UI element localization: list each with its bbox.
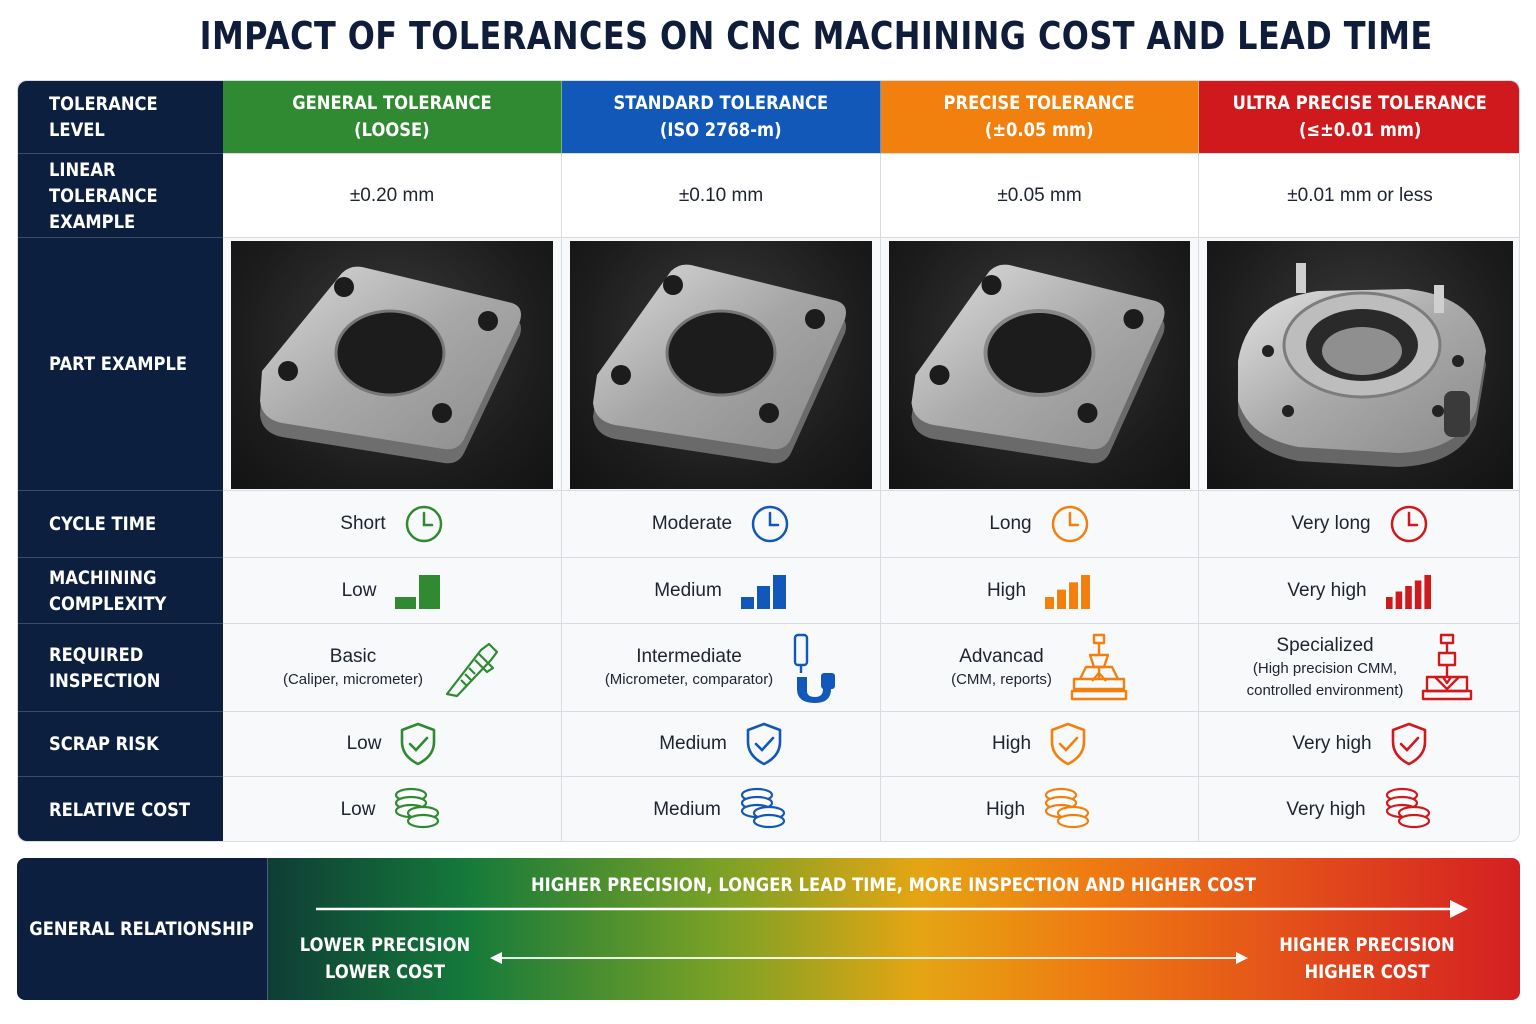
column-header-ultra: ULTRA PRECISE TOLERANCE (≤±0.01 mm) [1199,81,1519,154]
inspection-general: Basic (Caliper, micrometer) [223,624,562,712]
scrap-precise: High [881,712,1199,777]
row-header-tolerance-level: TOLERANCE LEVEL [18,81,223,154]
relationship-heading: GENERAL RELATIONSHIP [17,858,268,1000]
column-header-precise: PRECISE TOLERANCE (±0.05 mm) [881,81,1199,154]
row-header-machining-complexity: MACHINING COMPLEXITY [18,558,223,624]
clock-icon [750,504,790,544]
column-header-standard: STANDARD TOLERANCE (ISO 2768-m) [562,81,881,154]
coin-stack-icon [393,787,443,833]
cycle-standard: Moderate [562,491,881,558]
tolerance-comparison-table: TOLERANCE LEVEL GENERAL TOLERANCE (LOOSE) … [17,80,1520,842]
scrap-general: Low [223,712,562,777]
part-photo-precise [881,238,1199,491]
cmm-icon [1070,633,1128,703]
coin-stack-icon [1384,787,1434,833]
lower-precision-label: LOWER PRECISION LOWER COST [299,934,471,983]
row-header-relative-cost: RELATIVE COST [18,777,223,841]
complex-housing-image [1238,263,1486,467]
shield-check-icon [399,722,437,766]
flange-plate-image [593,264,846,464]
row-header-cycle-time: CYCLE TIME [18,491,223,558]
signal-bars-icon [1044,573,1092,609]
linear-precise: ±0.05 mm [881,154,1199,238]
cmm-icon [1421,633,1473,703]
cycle-precise: Long [881,491,1199,558]
cost-general: Low [223,777,562,841]
shield-check-icon [1049,722,1087,766]
cost-precise: High [881,777,1199,841]
row-header-part-example: PART EXAMPLE [18,238,223,491]
part-photo-general [223,238,562,491]
column-header-general: GENERAL TOLERANCE (LOOSE) [223,81,562,154]
row-header-linear-example: LINEAR TOLERANCE EXAMPLE [18,154,223,238]
clock-icon [1050,504,1090,544]
caliper-icon [441,638,501,698]
relationship-summary: HIGHER PRECISION, LONGER LEAD TIME, MORE… [531,874,1257,896]
part-photo-standard [562,238,881,491]
coin-stack-icon [1043,787,1093,833]
scrap-standard: Medium [562,712,881,777]
cost-ultra: Very high [1199,777,1519,841]
signal-bars-icon [1385,573,1433,609]
higher-precision-label: HIGHER PRECISION HIGHER COST [1279,934,1455,983]
signal-bars-icon [740,573,788,609]
shield-check-icon [1390,722,1428,766]
complexity-standard: Medium [562,558,881,624]
signal-bars-icon [394,573,442,609]
coin-stack-icon [739,787,789,833]
clock-icon [404,504,444,544]
double-arrow-icon [490,952,1248,964]
cycle-ultra: Very long [1199,491,1519,558]
part-photo-ultra [1199,238,1519,491]
inspection-ultra: Specialized (High precision CMM, controlle… [1199,624,1519,712]
micrometer-icon [791,633,837,703]
general-relationship-banner: GENERAL RELATIONSHIP HIGHER PRECISION, L… [17,858,1520,1000]
shield-check-icon [745,722,783,766]
linear-standard: ±0.10 mm [562,154,881,238]
cycle-general: Short [223,491,562,558]
linear-ultra: ±0.01 mm or less [1199,154,1519,238]
linear-general: ±0.20 mm [223,154,562,238]
complexity-general: Low [223,558,562,624]
inspection-precise: Advancad (CMM, reports) [881,624,1199,712]
page-title: IMPACT OF TOLERANCES ON CNC MACHINING CO… [199,14,1433,58]
flange-plate-image [260,266,521,464]
complexity-precise: High [881,558,1199,624]
flange-plate-image [911,264,1165,464]
row-header-scrap-risk: SCRAP RISK [18,712,223,777]
clock-icon [1389,504,1429,544]
scrap-ultra: Very high [1199,712,1519,777]
row-header-required-inspection: REQUIRED INSPECTION [18,624,223,712]
arrow-right-icon [316,900,1468,918]
relationship-gradient: HIGHER PRECISION, LONGER LEAD TIME, MORE… [268,858,1520,1000]
inspection-standard: Intermediate (Micrometer, comparator) [562,624,881,712]
complexity-ultra: Very high [1199,558,1519,624]
cost-standard: Medium [562,777,881,841]
